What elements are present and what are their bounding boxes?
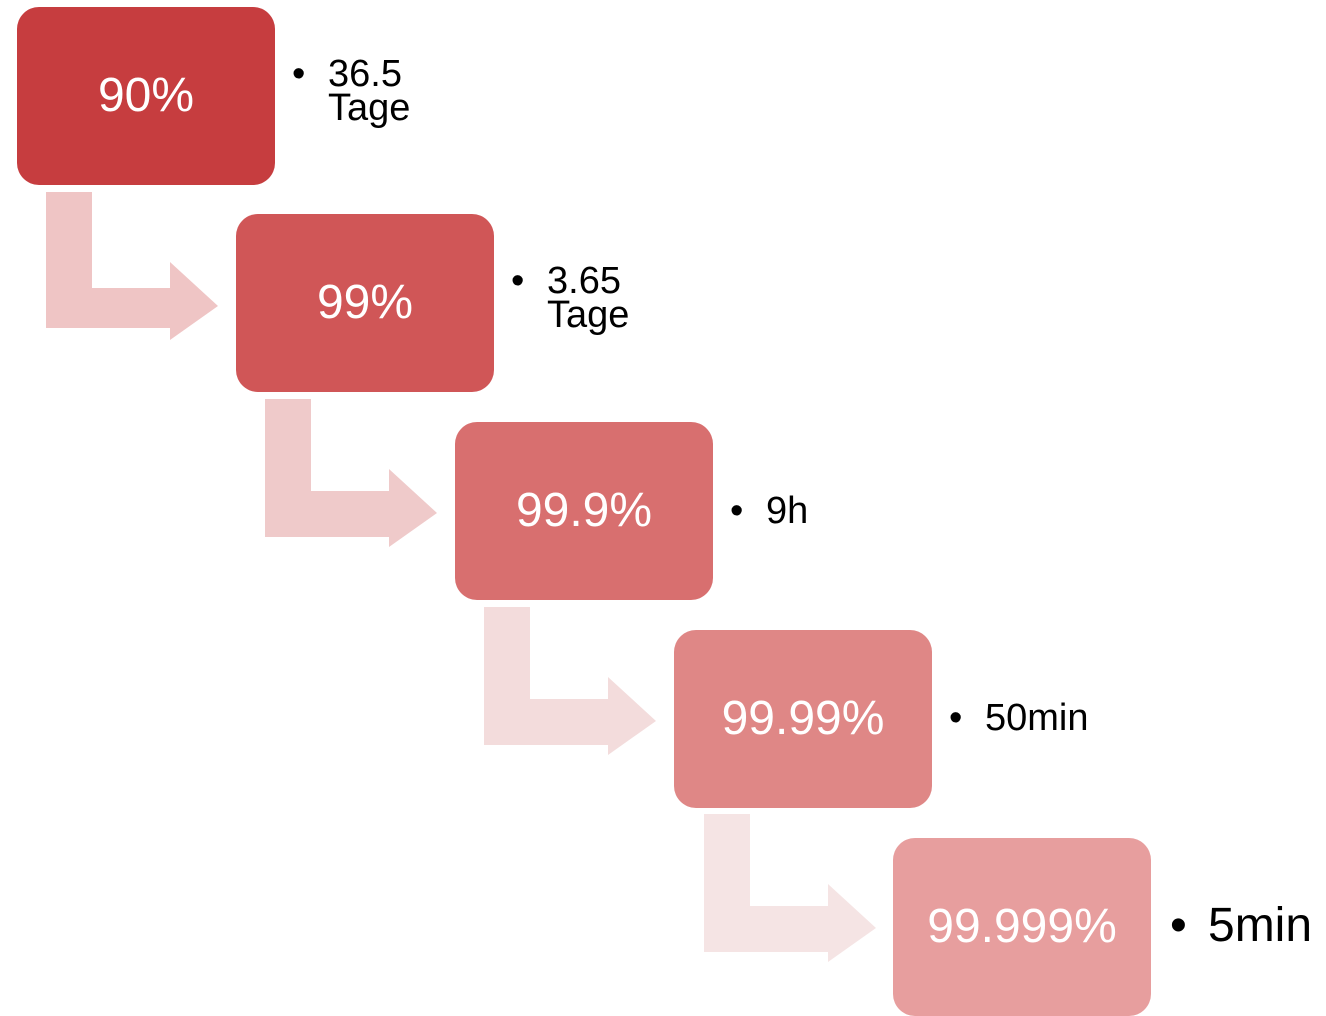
step-note-text: 3.65 Tage	[547, 260, 630, 336]
step-label: 99.9%	[515, 484, 653, 537]
step-box-99-99: 99.99%	[674, 630, 932, 808]
step-box-99-999: 99.999%	[893, 838, 1151, 1016]
step-box-99: 99%	[236, 214, 494, 392]
bullet-dot: •	[949, 697, 963, 739]
step-note-text: 36.5 Tage	[328, 53, 411, 129]
step-label: 99.99%	[721, 692, 885, 745]
step-note-99: • 3.65 Tage	[511, 260, 667, 336]
step-label: 99%	[316, 276, 414, 329]
step-box-90: 90%	[17, 7, 275, 185]
step-note-99-999: • 5min	[1170, 899, 1313, 952]
step-box-99-9: 99.9%	[455, 422, 713, 600]
connector-arrow-2	[265, 399, 437, 547]
bullet-dot: •	[292, 53, 306, 95]
step-note-99-9: • 9h	[730, 490, 809, 532]
bullet-dot: •	[730, 490, 744, 532]
step-note-99-99: • 50min	[949, 697, 1089, 739]
step-note-text: 5min	[1208, 899, 1313, 952]
bullet-dot: •	[1170, 899, 1187, 952]
connector-arrow-1	[46, 192, 218, 340]
connector-arrow-4-shape	[704, 814, 876, 962]
step-label: 90%	[97, 69, 195, 122]
connector-arrow-4	[704, 814, 876, 962]
step-note-text: 9h	[766, 490, 809, 532]
connector-arrow-3-shape	[484, 607, 656, 755]
connector-arrow-2-shape	[265, 399, 437, 547]
bullet-dot: •	[511, 260, 525, 302]
step-note-text: 50min	[985, 697, 1089, 739]
step-note-90: • 36.5 Tage	[292, 53, 448, 129]
connector-arrow-1-shape	[46, 192, 218, 340]
connector-arrow-3	[484, 607, 656, 755]
step-label: 99.999%	[927, 900, 1117, 953]
